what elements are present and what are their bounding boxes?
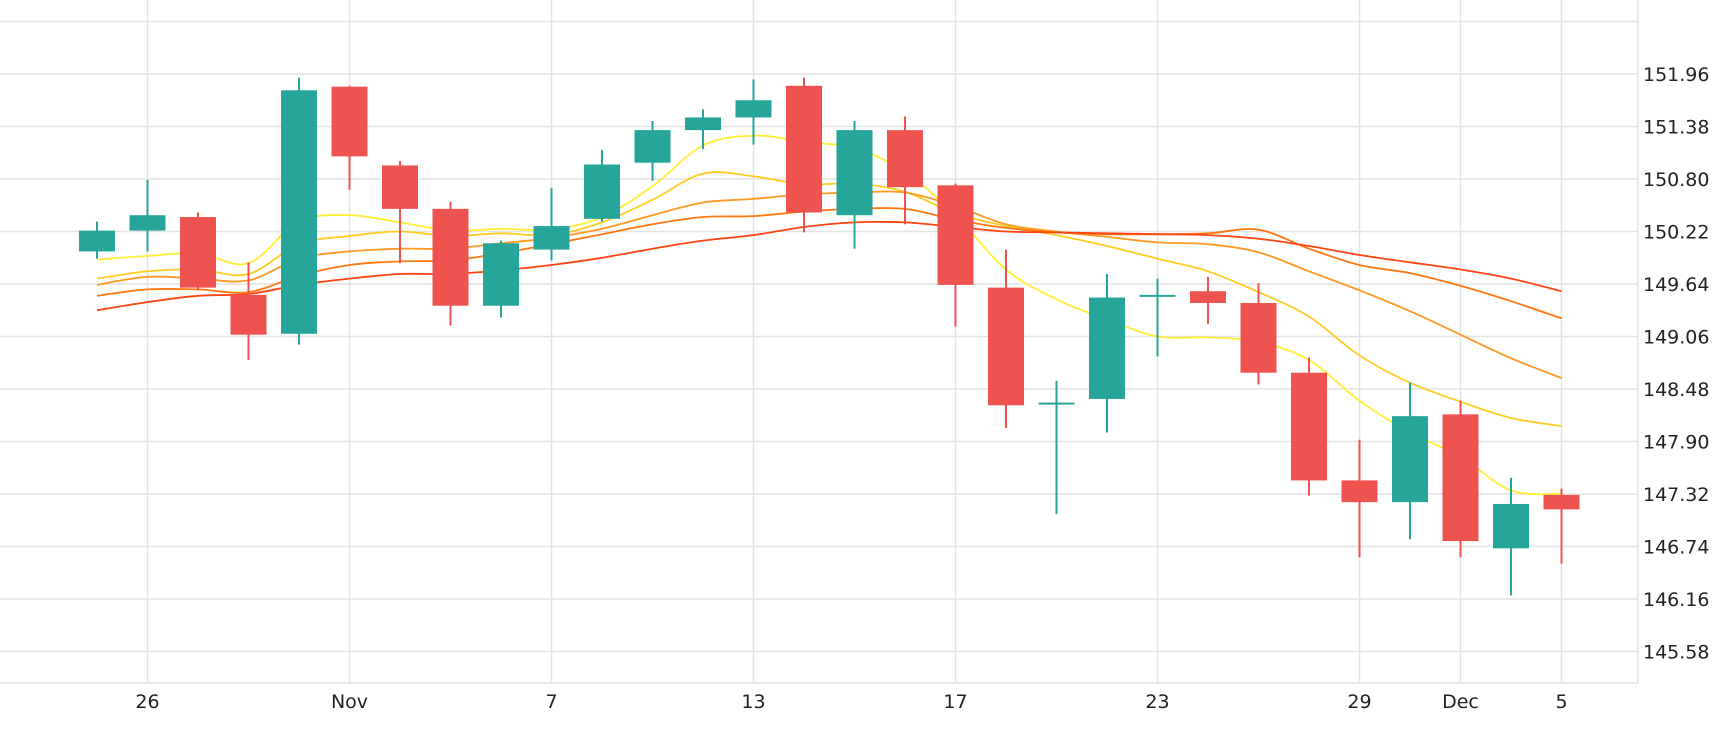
candle-body: [180, 217, 216, 288]
candle: [1240, 283, 1277, 385]
candle: [584, 150, 620, 222]
candle-body: [1392, 416, 1428, 503]
x-tick-label: 5: [1555, 691, 1567, 713]
candle-body: [382, 165, 418, 209]
candle: [180, 212, 216, 291]
candle: [1139, 278, 1176, 357]
y-tick-label: 147.32: [1643, 484, 1709, 506]
candle-body: [1543, 494, 1580, 510]
candle-body: [1139, 294, 1176, 297]
candle: [836, 121, 873, 249]
x-tick-label: 17: [943, 691, 967, 713]
candle: [786, 77, 822, 233]
moving-average-line-1: [96, 134, 1562, 496]
y-tick-label: 150.80: [1643, 169, 1709, 191]
candle: [331, 85, 368, 190]
x-tick-label: 26: [135, 691, 159, 713]
x-tick-label: 13: [741, 691, 765, 713]
y-tick-label: 146.16: [1643, 589, 1709, 611]
candle: [483, 240, 519, 318]
candle: [1190, 276, 1226, 324]
candle: [1442, 400, 1479, 558]
y-tick-label: 151.38: [1643, 117, 1709, 139]
candle: [79, 221, 115, 259]
candle: [1038, 380, 1075, 514]
x-tick-label: 7: [545, 691, 557, 713]
y-tick-label: 147.90: [1643, 432, 1709, 454]
candle-body: [533, 226, 570, 250]
candle-body: [281, 90, 317, 334]
moving-average-lines: [96, 134, 1562, 496]
candle: [382, 160, 418, 264]
candle-body: [887, 130, 923, 188]
x-tick-label: 23: [1145, 691, 1169, 713]
candle: [887, 116, 923, 225]
candle-body: [937, 185, 974, 285]
x-tick-label: 29: [1347, 691, 1371, 713]
candle: [1543, 488, 1580, 564]
candle: [988, 249, 1024, 428]
moving-average-line-2: [96, 171, 1562, 427]
candle: [129, 179, 166, 252]
candle-body: [584, 164, 620, 219]
candle: [533, 188, 570, 261]
candle-body: [836, 130, 873, 216]
y-axis: 145.58 146.16 146.74 147.32 147.90 148.48 149.…: [1643, 64, 1709, 664]
candle-body: [786, 85, 822, 213]
candle: [281, 77, 317, 345]
y-tick-label: 151.96: [1643, 64, 1709, 86]
y-tick-label: 150.22: [1643, 222, 1709, 244]
candle: [634, 121, 671, 181]
candle-body: [1442, 414, 1479, 542]
candle-body: [1493, 503, 1529, 549]
y-tick-label: 149.64: [1643, 274, 1709, 296]
candle: [1493, 477, 1529, 596]
candle-body: [634, 130, 671, 163]
candle: [685, 109, 721, 150]
candle-body: [1190, 291, 1226, 304]
y-tick-label: 148.48: [1643, 379, 1709, 401]
candle-body: [432, 208, 469, 306]
moving-average-line-4: [96, 207, 1562, 320]
candle-body: [988, 287, 1024, 406]
x-axis: 26 Nov 7 13 17 23 29 Dec 5: [135, 691, 1567, 713]
y-tick-label: 145.58: [1643, 642, 1709, 664]
candle: [1392, 382, 1428, 540]
y-tick-label: 149.06: [1643, 327, 1709, 349]
x-tick-label: Nov: [331, 691, 368, 713]
candle-body: [483, 243, 519, 306]
moving-average-line-3: [96, 190, 1562, 379]
candle-body: [1089, 297, 1125, 399]
moving-average-line-5: [96, 220, 1562, 312]
candle-body: [129, 215, 166, 231]
candle: [1291, 357, 1327, 496]
y-tick-label: 146.74: [1643, 537, 1709, 559]
candles: [79, 77, 1580, 596]
candle-body: [1291, 372, 1327, 481]
candle-body: [1038, 402, 1075, 405]
candle: [937, 183, 974, 327]
candle: [1341, 439, 1378, 558]
candle-body: [735, 100, 772, 118]
candle-body: [331, 86, 368, 157]
candle-body: [230, 294, 267, 335]
candle-body: [79, 230, 115, 252]
candle: [735, 79, 772, 145]
candle-body: [685, 117, 721, 131]
candle: [432, 201, 469, 326]
candle: [1089, 274, 1125, 433]
candle-body: [1240, 303, 1277, 373]
candle-body: [1341, 480, 1378, 503]
x-tick-label: Dec: [1442, 691, 1479, 713]
candle: [230, 262, 267, 361]
grid: [0, 0, 1639, 684]
